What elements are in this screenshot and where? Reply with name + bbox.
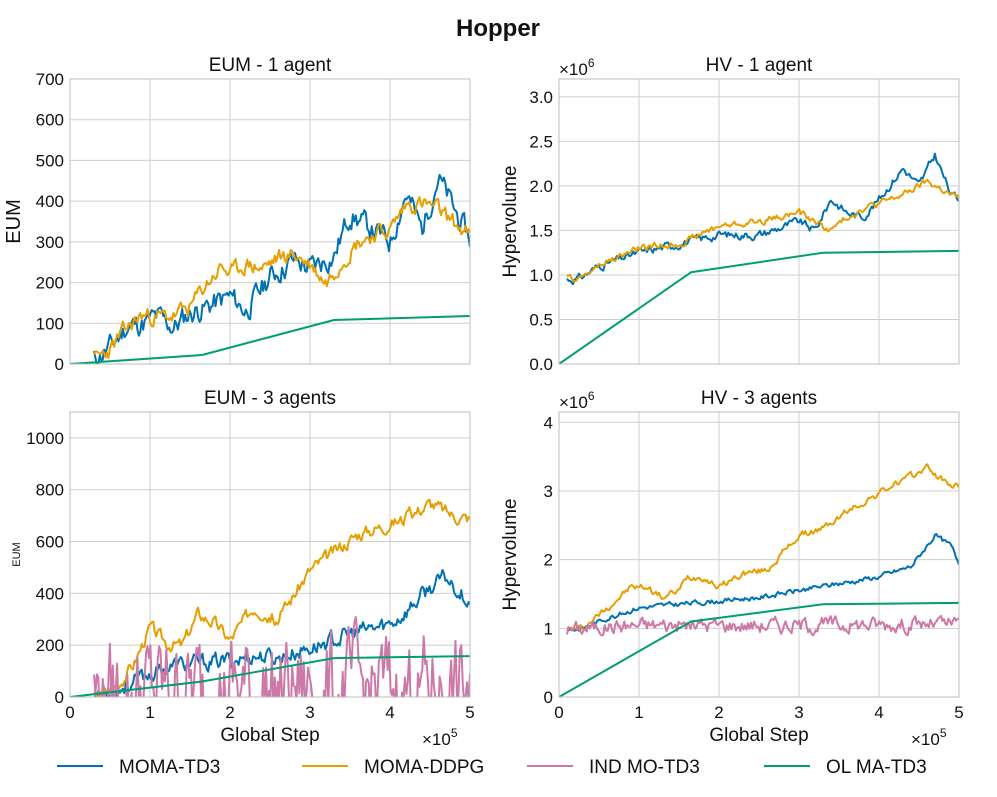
plot-frame bbox=[69, 78, 471, 365]
y-axis-label: EUM bbox=[3, 199, 25, 243]
y-tick-label: 4 bbox=[544, 413, 553, 432]
plot-frame bbox=[558, 411, 960, 698]
plot-frame bbox=[558, 78, 960, 365]
y-tick-label: 400 bbox=[36, 584, 64, 603]
series-group bbox=[70, 498, 470, 697]
legend-label: MOMA-DDPG bbox=[364, 757, 484, 778]
x-tick-label: 2 bbox=[225, 703, 234, 722]
multiplier-base: ×10 bbox=[422, 730, 451, 749]
multiplier-exponent: 5 bbox=[451, 726, 458, 740]
multiplier-base: ×10 bbox=[559, 393, 588, 412]
y-tick-label: 3 bbox=[544, 482, 553, 501]
y-tick-label: 3.0 bbox=[529, 88, 553, 107]
legend-label: IND MO-TD3 bbox=[589, 757, 700, 778]
subplot-title: EUM - 3 agents bbox=[204, 388, 336, 409]
x-axis-label: Global Step bbox=[709, 725, 808, 746]
y-tick-label: 2 bbox=[544, 551, 553, 570]
x-axis-label: Global Step bbox=[220, 725, 319, 746]
series-line-ol-ma-td3 bbox=[70, 315, 470, 364]
plot-frame bbox=[69, 411, 471, 698]
y-tick-label: 100 bbox=[36, 314, 64, 333]
subplot-hv-1-agent: 0.0 0.5 1.0 1.5 2.0 2.5 3.0 HV - 1 agent Hypervo… bbox=[500, 55, 960, 374]
y-axis-multiplier: ×106 bbox=[559, 389, 595, 412]
x-tick-label: 3 bbox=[794, 703, 803, 722]
subplot-hv-3-agents: 0 1 2 3 4 0 1 2 3 4 5 HV - 3 agents Hypervolume Globa… bbox=[500, 388, 964, 749]
series-line-moma-ddpg bbox=[93, 196, 470, 359]
x-tick-label: 5 bbox=[954, 703, 963, 722]
y-tick-label: 1.0 bbox=[529, 266, 553, 285]
multiplier-base: ×10 bbox=[911, 730, 940, 749]
x-tick-label: 3 bbox=[305, 703, 314, 722]
x-tick-label: 1 bbox=[145, 703, 154, 722]
series-line-moma-ddpg bbox=[566, 463, 959, 631]
subplot-title: HV - 1 agent bbox=[706, 55, 813, 76]
series-group bbox=[70, 173, 470, 364]
y-tick-label: 0 bbox=[544, 688, 553, 707]
subplot-eum-1-agent: 0 100 200 300 400 500 600 700 EUM - 1 agent EUM bbox=[3, 55, 471, 374]
multiplier-exponent: 6 bbox=[588, 389, 595, 403]
series-group bbox=[559, 152, 959, 364]
figure-title: Hopper bbox=[456, 15, 540, 42]
x-axis-multiplier: ×105 bbox=[911, 726, 947, 749]
y-tick-label: 600 bbox=[36, 533, 64, 552]
x-tick-label: 5 bbox=[465, 703, 474, 722]
series-line-moma-td3 bbox=[566, 152, 959, 286]
series-line-ind-mo-td3 bbox=[566, 614, 959, 637]
multiplier-base: ×10 bbox=[559, 60, 588, 79]
multiplier-exponent: 5 bbox=[940, 726, 947, 740]
legend-item-ind-mo-td3: IND MO-TD3 bbox=[527, 757, 700, 778]
legend-item-moma-ddpg: MOMA-DDPG bbox=[302, 757, 484, 778]
y-tick-label: 0.5 bbox=[529, 310, 553, 329]
y-axis-label: Hypervolume bbox=[500, 166, 521, 278]
y-tick-label: 0 bbox=[55, 355, 64, 374]
x-tick-label: 0 bbox=[65, 703, 74, 722]
series-line-ind-mo-td3 bbox=[93, 616, 470, 697]
y-tick-label: 800 bbox=[36, 481, 64, 500]
subplot-eum-3-agents: 0 200 400 600 800 1000 0 1 2 3 4 5 EUM - 3 agents EUM… bbox=[11, 388, 475, 749]
y-tick-label: 600 bbox=[36, 111, 64, 130]
y-axis-label: EUM bbox=[11, 542, 23, 566]
legend-label: OL MA-TD3 bbox=[826, 757, 927, 778]
y-tick-label: 2.5 bbox=[529, 132, 553, 151]
y-tick-label: 200 bbox=[36, 274, 64, 293]
y-tick-label: 300 bbox=[36, 233, 64, 252]
y-tick-label: 2.0 bbox=[529, 177, 553, 196]
y-tick-label: 1.5 bbox=[529, 221, 553, 240]
y-tick-label: 200 bbox=[36, 636, 64, 655]
legend-label: MOMA-TD3 bbox=[119, 757, 220, 778]
x-tick-label: 4 bbox=[874, 703, 883, 722]
x-tick-label: 2 bbox=[714, 703, 723, 722]
x-tick-label: 1 bbox=[634, 703, 643, 722]
series-line-ol-ma-td3 bbox=[70, 655, 470, 697]
x-axis-multiplier: ×105 bbox=[422, 726, 458, 749]
subplot-title: HV - 3 agents bbox=[701, 388, 817, 409]
y-tick-label: 0.0 bbox=[529, 355, 553, 374]
series-line-ol-ma-td3 bbox=[559, 601, 959, 697]
series-line-moma-ddpg bbox=[566, 178, 959, 283]
y-tick-label: 500 bbox=[36, 151, 64, 170]
legend-item-ol-ma-td3: OL MA-TD3 bbox=[764, 757, 927, 778]
x-tick-label: 0 bbox=[554, 703, 563, 722]
y-tick-label: 1 bbox=[544, 619, 553, 638]
series-group bbox=[559, 463, 959, 697]
y-axis-multiplier: ×106 bbox=[559, 56, 595, 79]
series-line-moma-ddpg bbox=[93, 498, 470, 697]
subplot-title: EUM - 1 agent bbox=[209, 55, 332, 76]
y-tick-label: 400 bbox=[36, 192, 64, 211]
series-line-moma-td3 bbox=[566, 533, 959, 633]
y-axis-label: Hypervolume bbox=[500, 499, 521, 611]
series-line-ol-ma-td3 bbox=[559, 249, 959, 364]
x-tick-label: 4 bbox=[385, 703, 394, 722]
y-tick-label: 0 bbox=[55, 688, 64, 707]
y-tick-label: 1000 bbox=[26, 429, 64, 448]
multiplier-exponent: 6 bbox=[588, 56, 595, 70]
y-tick-label: 700 bbox=[36, 70, 64, 89]
legend-item-moma-td3: MOMA-TD3 bbox=[57, 757, 220, 778]
legend: MOMA-TD3 MOMA-DDPG IND MO-TD3 OL MA-TD3 bbox=[57, 757, 927, 778]
